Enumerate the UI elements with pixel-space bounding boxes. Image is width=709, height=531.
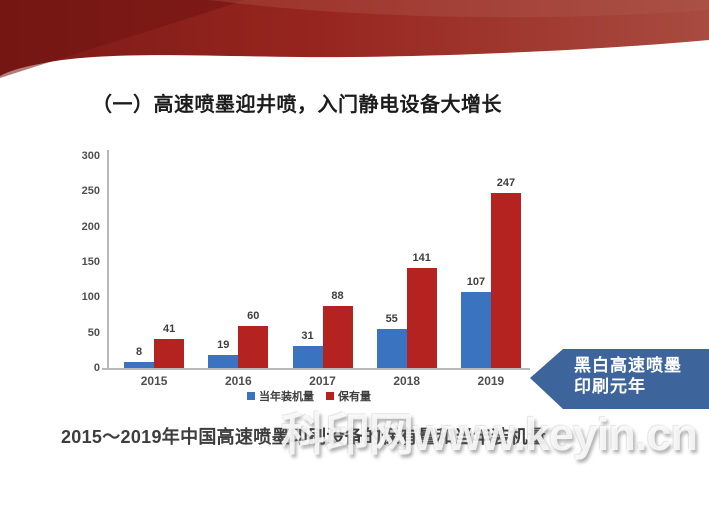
bar-保有量-2019 xyxy=(490,193,521,368)
bar-value-label: 19 xyxy=(217,338,230,351)
y-axis-tick-label: 200 xyxy=(81,220,100,233)
bar-当年装机量-2017 xyxy=(292,346,323,368)
bar-value-label: 31 xyxy=(301,330,314,343)
x-axis-tick-label: 2016 xyxy=(224,374,252,388)
legend-swatch-red xyxy=(326,392,334,400)
x-axis-tick-label: 2015 xyxy=(140,374,168,388)
bar-保有量-2015 xyxy=(154,339,185,368)
x-axis-tick-label: 2019 xyxy=(477,374,505,388)
x-axis-line xyxy=(102,368,530,370)
bar-当年装机量-2019 xyxy=(460,292,491,368)
callout-text: 黑白高速喷墨 印刷元年 xyxy=(574,355,682,397)
legend-swatch-blue xyxy=(247,392,255,400)
y-axis-tick-label: 50 xyxy=(87,326,100,339)
legend-item-installed: 当年装机量 xyxy=(247,388,314,404)
bar-value-label: 55 xyxy=(385,313,398,326)
y-axis-tick-label: 0 xyxy=(93,362,100,374)
bar-value-label: 107 xyxy=(466,276,486,289)
x-axis-tick-label: 2018 xyxy=(393,374,421,388)
bar-value-label: 8 xyxy=(136,346,143,359)
chart-legend: 当年装机量 保有量 xyxy=(247,388,371,404)
slide-title: （一）高速喷墨迎井喷，入门静电设备大增长 xyxy=(92,94,502,116)
y-axis-tick-label: 100 xyxy=(81,291,100,304)
bar-value-label: 141 xyxy=(412,252,431,265)
legend-item-holdings: 保有量 xyxy=(326,388,371,404)
y-axis-tick-label: 250 xyxy=(81,185,100,198)
bar-当年装机量-2015 xyxy=(124,362,155,368)
y-axis-line xyxy=(107,150,109,369)
bar-保有量-2018 xyxy=(406,268,437,368)
y-axis-tick-label: 150 xyxy=(81,256,100,268)
watermark: 科印网www.keyin.cn xyxy=(281,409,698,460)
bar-value-label: 60 xyxy=(247,309,260,322)
y-axis-tick-label: 300 xyxy=(81,150,100,162)
x-axis-tick-label: 2017 xyxy=(309,374,336,388)
callout-line1: 黑白高速喷墨 xyxy=(574,356,682,375)
top-red-ribbon xyxy=(0,0,709,78)
bar-保有量-2017 xyxy=(322,305,353,368)
bar-保有量-2016 xyxy=(238,325,269,368)
chart-caption: 2015～2019年中国高速喷墨印刷设备的保有量和当年装机量 xyxy=(61,427,547,447)
bar-value-label: 88 xyxy=(331,289,344,302)
callout-arrow-banner: 黑白高速喷墨 印刷元年 xyxy=(530,349,709,409)
bar-当年装机量-2018 xyxy=(376,329,407,368)
left-arrow-shape xyxy=(530,349,709,409)
bar-value-label: 247 xyxy=(496,177,516,190)
legend-label: 保有量 xyxy=(338,391,371,403)
callout-line2: 印刷元年 xyxy=(574,377,646,396)
bar-当年装机量-2016 xyxy=(208,354,239,368)
bar-value-label: 41 xyxy=(162,323,176,336)
legend-label: 当年装机量 xyxy=(259,391,314,403)
